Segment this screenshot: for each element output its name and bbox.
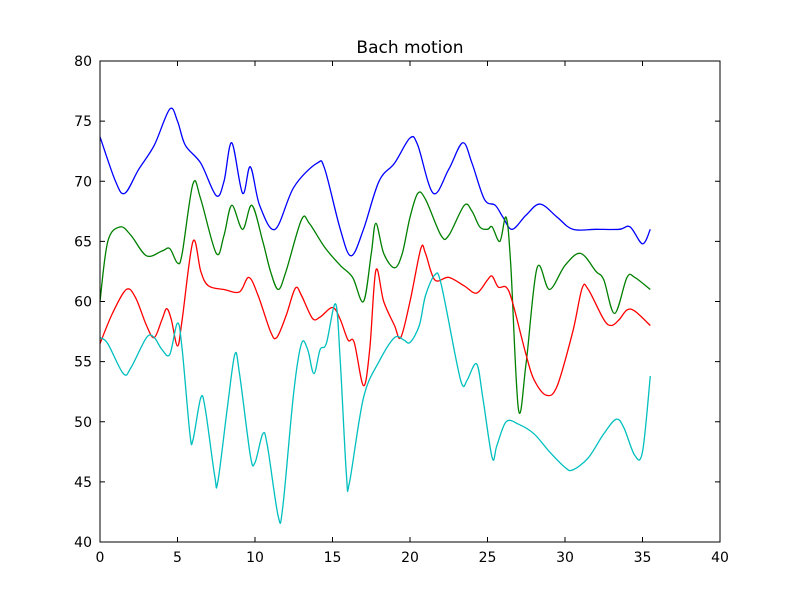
y-tick-label: 70 [74,174,92,190]
y-axis: 40 45 50 55 60 65 70 75 80 [74,54,720,551]
y-tick-label: 40 [74,535,92,551]
y-tick-label: 45 [74,475,92,491]
y-tick-label: 60 [74,295,92,311]
x-tick-label: 20 [401,550,419,566]
series-line-3 [99,272,651,524]
x-axis: 0 5 10 15 20 25 30 35 40 [96,61,729,566]
x-tick-label: 0 [96,550,105,566]
y-tick-label: 75 [74,114,92,130]
y-tick-label: 65 [74,234,92,250]
series-layer [99,107,651,524]
y-tick-label: 80 [74,54,92,70]
x-tick-label: 35 [634,550,652,566]
x-tick-label: 15 [324,550,342,566]
y-tick-label: 55 [74,355,92,371]
series-line-2 [99,239,651,397]
x-tick-label: 25 [479,550,497,566]
x-tick-label: 5 [173,550,182,566]
x-tick-label: 10 [246,550,264,566]
y-tick-label: 50 [74,415,92,431]
series-line-0 [99,107,651,257]
x-tick-label: 40 [711,550,729,566]
chart-title: Bach motion [356,38,463,58]
series-line-1 [99,180,651,414]
x-tick-label: 30 [556,550,574,566]
